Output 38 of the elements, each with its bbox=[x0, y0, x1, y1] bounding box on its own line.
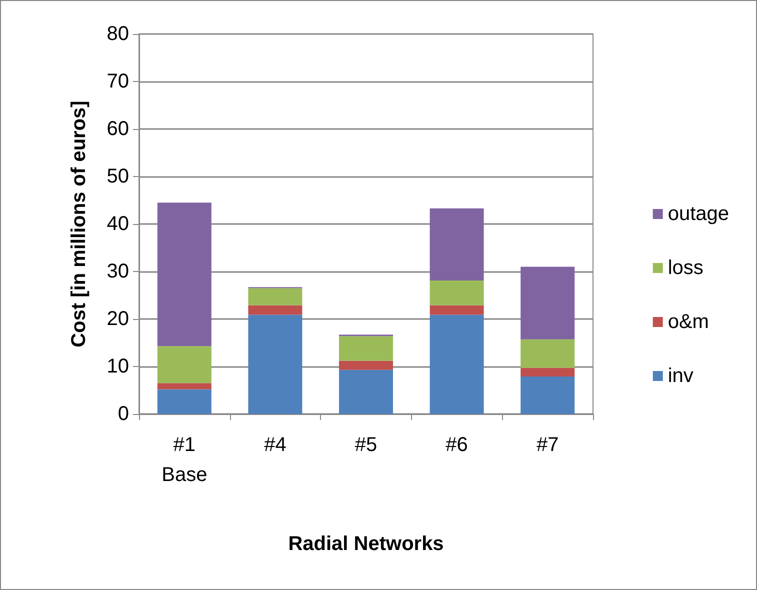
y-tick-label: 0 bbox=[118, 403, 129, 425]
x-tick-label: #7 bbox=[536, 434, 559, 456]
legend-label: o&m bbox=[668, 311, 709, 333]
bar bbox=[430, 280, 484, 306]
x-axis-title: Radial Networks bbox=[288, 533, 444, 555]
x-tick-label: #1 Base bbox=[162, 434, 208, 486]
y-tick-label: 70 bbox=[106, 70, 129, 92]
bar bbox=[339, 370, 393, 414]
bar bbox=[248, 314, 302, 414]
bar bbox=[520, 266, 575, 340]
y-tick-label: 10 bbox=[106, 356, 129, 378]
bar bbox=[520, 339, 575, 368]
bar bbox=[157, 389, 212, 414]
bar bbox=[248, 305, 302, 315]
bar bbox=[157, 383, 212, 390]
legend-label: loss bbox=[668, 257, 704, 279]
bar bbox=[157, 346, 212, 384]
bar bbox=[430, 208, 484, 281]
x-tick-label: #6 bbox=[446, 434, 468, 456]
bar bbox=[430, 314, 484, 414]
bar bbox=[520, 376, 575, 414]
bar bbox=[157, 202, 212, 346]
y-tick-label: 20 bbox=[106, 308, 129, 330]
bar bbox=[248, 288, 302, 306]
bar bbox=[339, 336, 393, 361]
y-tick-label: 60 bbox=[106, 118, 129, 140]
x-tick-label: #5 bbox=[354, 434, 378, 456]
y-tick-label: 50 bbox=[106, 166, 129, 188]
y-tick-label: 30 bbox=[106, 260, 129, 282]
bar bbox=[339, 360, 393, 370]
bar bbox=[520, 368, 575, 376]
x-tick-label: #4 bbox=[264, 434, 286, 456]
y-tick-label: 80 bbox=[106, 23, 129, 45]
bar bbox=[430, 305, 484, 315]
y-tick-label: 40 bbox=[106, 213, 129, 235]
legend-label: outage bbox=[668, 203, 729, 225]
y-axis-title: Cost [in millions of euros] bbox=[68, 100, 90, 348]
legend-label: inv bbox=[668, 365, 694, 387]
